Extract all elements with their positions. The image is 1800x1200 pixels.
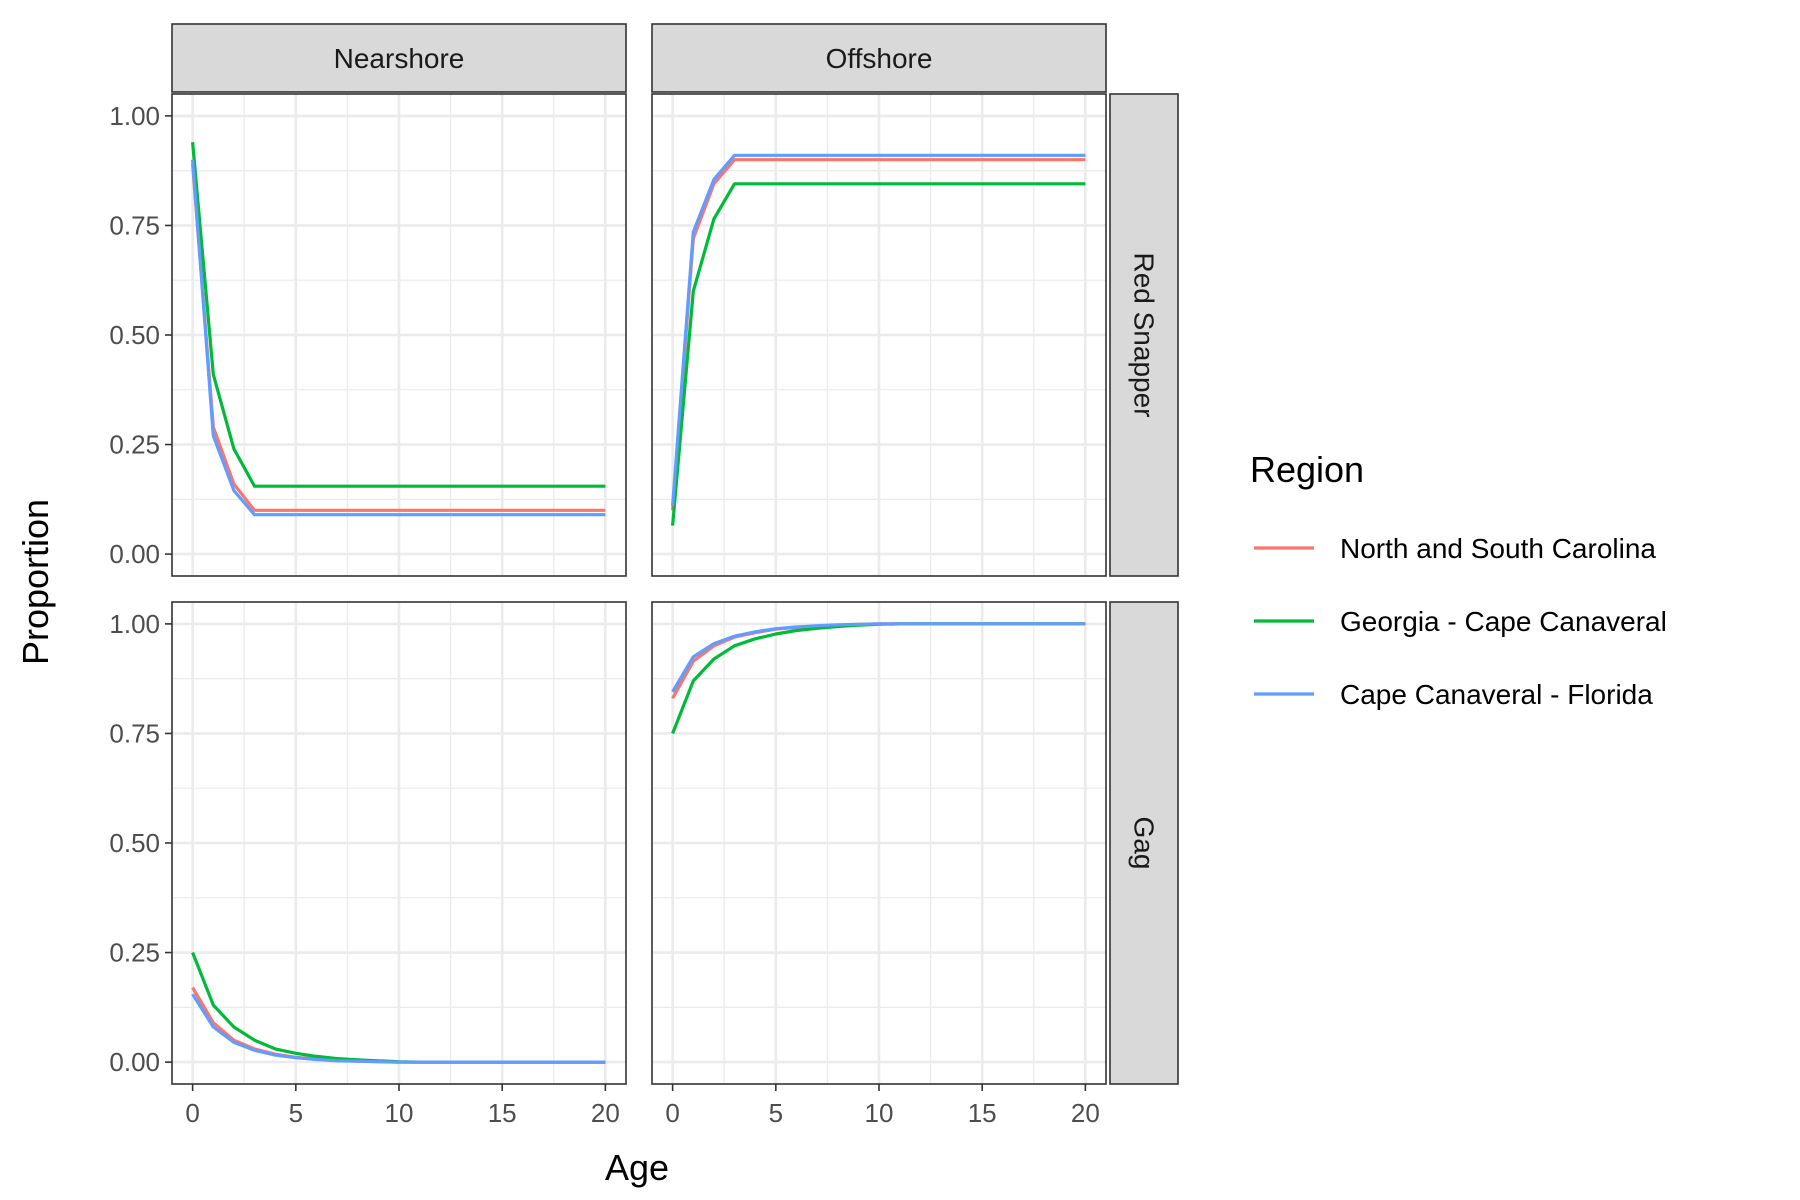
x-tick-label: 20 [591,1098,620,1128]
y-axis-title: Proportion [15,499,56,665]
panel-offshore-gag [652,602,1106,1084]
panel-offshore-red-snapper [652,94,1106,576]
legend-label: North and South Carolina [1340,533,1656,564]
x-tick-label: 20 [1071,1098,1100,1128]
y-tick-label: 0.75 [109,718,160,748]
strip-label: Red Snapper [1129,252,1160,417]
row-strip-gag: Gag [1110,602,1178,1084]
x-tick-label: 10 [865,1098,894,1128]
x-tick-label: 0 [185,1098,199,1128]
y-tick-label: 0.25 [109,430,160,460]
column-strip-offshore: Offshore [652,24,1106,92]
strip-label: Gag [1129,817,1160,870]
y-tick-label: 0.00 [109,1047,160,1077]
legend-title: Region [1250,449,1364,490]
x-tick-label: 0 [665,1098,679,1128]
y-tick-label: 1.00 [109,609,160,639]
column-strip-nearshore: Nearshore [172,24,626,92]
y-tick-label: 0.50 [109,320,160,350]
row-strip-red-snapper: Red Snapper [1110,94,1178,576]
x-tick-label: 10 [385,1098,414,1128]
y-tick-label: 0.75 [109,210,160,240]
x-tick-label: 5 [289,1098,303,1128]
strip-label: Nearshore [334,43,465,74]
strip-label: Offshore [826,43,933,74]
y-tick-label: 1.00 [109,101,160,131]
y-tick-label: 0.25 [109,938,160,968]
x-tick-label: 5 [769,1098,783,1128]
y-tick-label: 0.50 [109,828,160,858]
panel-nearshore-gag [172,602,626,1084]
panel-nearshore-red-snapper [172,94,626,576]
x-axis-title: Age [605,1147,669,1188]
y-tick-label: 0.00 [109,539,160,569]
x-tick-label: 15 [488,1098,517,1128]
legend-label: Cape Canaveral - Florida [1340,679,1653,710]
x-tick-label: 15 [968,1098,997,1128]
legend-label: Georgia - Cape Canaveral [1340,606,1667,637]
